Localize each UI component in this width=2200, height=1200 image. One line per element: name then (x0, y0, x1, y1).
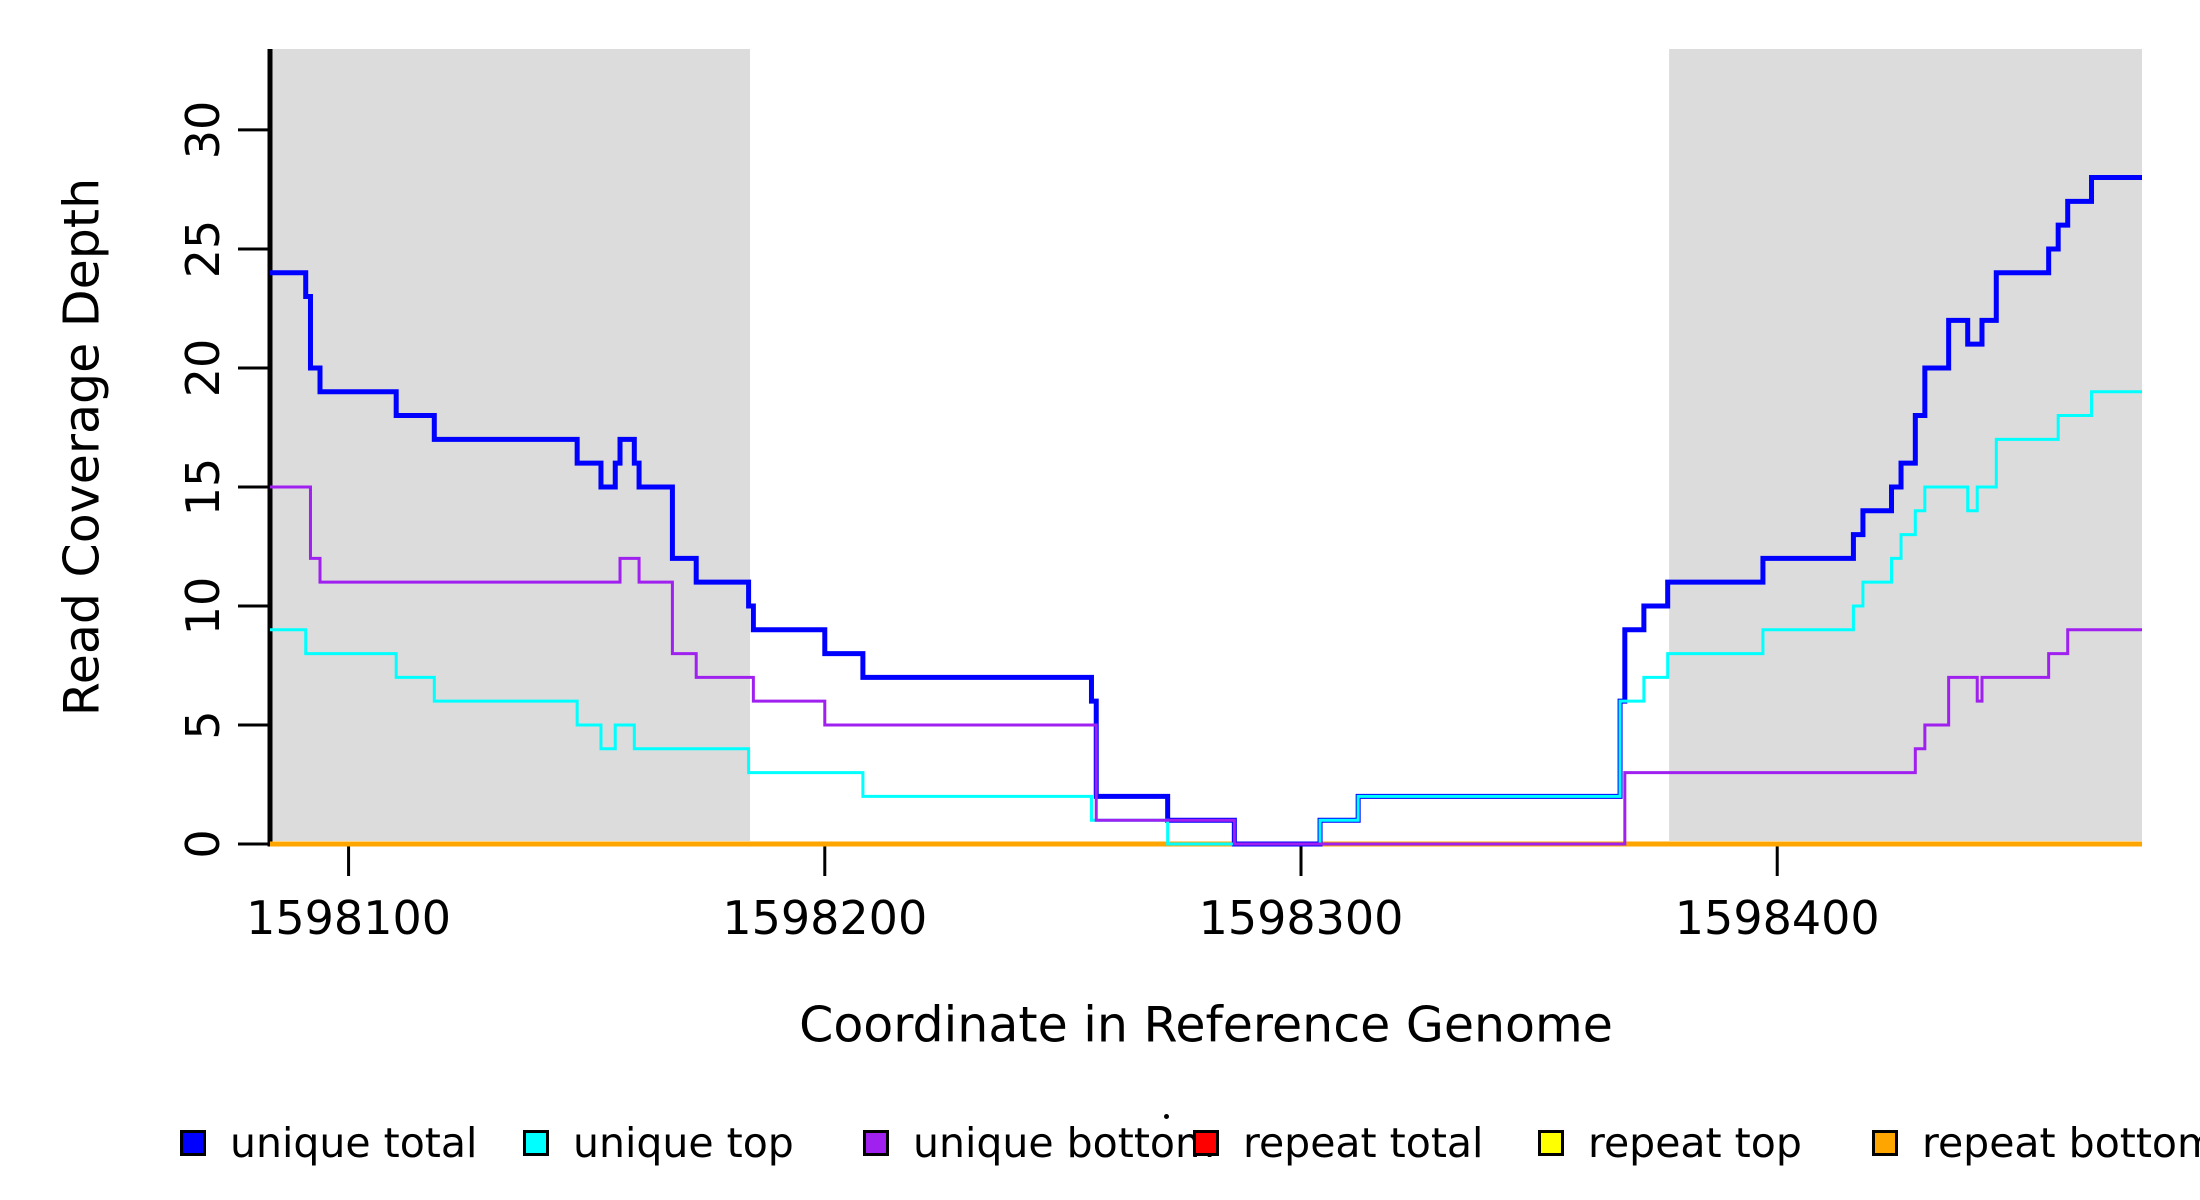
y-tick-label: 20 (176, 338, 230, 398)
legend: unique total unique top unique bottom repea… (0, 0, 2200, 1167)
legend-label: unique top (573, 1119, 794, 1167)
legend-swatch-icon (523, 1130, 549, 1156)
series-unique-top (270, 390, 2142, 846)
legend-swatch-icon (180, 1130, 206, 1156)
legend-label: unique total (230, 1119, 478, 1167)
y-tick-label: 25 (176, 219, 230, 279)
legend-swatch-icon (1872, 1130, 1898, 1156)
series-unique-bottom (270, 485, 2142, 846)
legend-swatch-icon (863, 1130, 889, 1156)
x-tick-label: 1598300 (1198, 891, 1404, 945)
legend-item-unique-total: unique total (180, 1119, 477, 1167)
legend-label: unique bottom (913, 1119, 1215, 1167)
y-tick-label: 0 (176, 829, 230, 859)
legend-item-repeat-total: repeat total (1193, 1119, 1483, 1167)
legend-item-unique-bottom: unique bottom (863, 1119, 1215, 1167)
y-tick-label: 30 (176, 100, 230, 160)
legend-label: repeat bottom (1922, 1119, 2200, 1167)
legend-label: repeat total (1243, 1119, 1484, 1167)
y-tick-label: 15 (176, 457, 230, 517)
legend-swatch-icon (1193, 1130, 1219, 1156)
legend-item-repeat-bottom: repeat bottom (1872, 1119, 2200, 1167)
x-axis-title: Coordinate in Reference Genome (799, 996, 1613, 1054)
y-axis-title: Read Coverage Depth (53, 177, 111, 717)
shaded-repeat-region (1669, 49, 2142, 841)
x-tick-label: 1598400 (1674, 891, 1880, 945)
y-tick-label: 5 (176, 710, 230, 740)
legend-swatch-icon (1538, 1130, 1564, 1156)
shaded-repeat-region (270, 49, 751, 841)
y-tick-label: 10 (176, 576, 230, 636)
legend-label: repeat top (1588, 1119, 1802, 1167)
stray-dot-mark (1164, 1114, 1169, 1119)
legend-item-repeat-top: repeat top (1538, 1119, 1802, 1167)
legend-item-unique-top: unique top (523, 1119, 794, 1167)
x-tick-label: 1598200 (722, 891, 928, 945)
x-tick-label: 1598100 (246, 891, 451, 945)
